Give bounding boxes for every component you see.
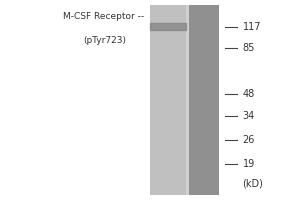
Text: (kD): (kD): [243, 178, 263, 188]
Bar: [150, 5, 219, 195]
Text: M-CSF Receptor --: M-CSF Receptor --: [63, 12, 144, 21]
Text: 19: 19: [243, 159, 255, 169]
Text: 34: 34: [243, 111, 255, 121]
Bar: [150, 5, 186, 195]
Text: (pTyr723): (pTyr723): [83, 36, 126, 45]
Bar: [189, 5, 219, 195]
Text: 117: 117: [243, 22, 261, 32]
Text: 26: 26: [243, 135, 255, 145]
Text: 85: 85: [243, 43, 255, 53]
Text: 48: 48: [243, 89, 255, 99]
